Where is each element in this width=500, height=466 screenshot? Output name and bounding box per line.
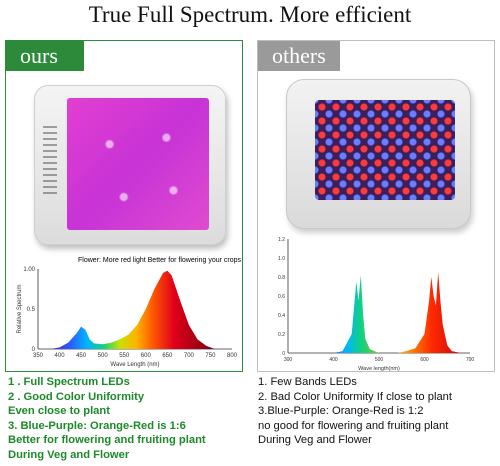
ours-chart-title: Flower: More red light Better for flower… (78, 257, 242, 264)
lamp-vent (43, 126, 57, 196)
others-panel: others 300 400 500 600 700 0 0.2 0.4 0.6 0.8 1.0 1.… (257, 40, 495, 372)
x-tick-label: 800 (227, 353, 238, 359)
spectrum-area (50, 270, 215, 349)
y-tick-label: 1.00 (23, 267, 35, 273)
page-headline: True Full Spectrum. More efficient (88, 2, 412, 27)
ours-spectrum-svg: Flower: More red light Better for flower… (17, 257, 242, 368)
others-feature-line: no good for flowering and fruiting plant (258, 419, 449, 432)
ours-panel: ours Flower: More red light Better fo (5, 40, 243, 372)
x-tick-label: 700 (466, 357, 475, 363)
x-tick-label: 750 (205, 353, 216, 359)
ours-feature-line: 1 . Full Spectrum LEDs (8, 376, 130, 388)
x-tick-label: 550 (119, 353, 130, 359)
y-tick-label: 1.2 (278, 237, 285, 243)
y-tick-label: 0.2 (278, 332, 285, 338)
ours-feature-line: Better for flowering and fruiting plant (8, 434, 206, 446)
y-tick-label: 0.8 (278, 275, 285, 281)
others-spectrum-chart: 300 400 500 600 700 0 0.2 0.4 0.6 0.8 1.0 1.2 Wave l… (258, 229, 496, 371)
y-tick-label: 1.0 (278, 256, 285, 262)
others-feature-line: 1. Few Bands LEDs (258, 376, 357, 388)
others-spectrum-svg: 300 400 500 600 700 0 0.2 0.4 0.6 0.8 1.0 1.2 Wave l… (278, 237, 475, 371)
y-tick-label: 0 (32, 347, 36, 353)
ours-feature-list: 1 . Full Spectrum LEDs 2 . Good Color Uni… (8, 375, 253, 462)
y-tick-label: 0.6 (278, 294, 285, 300)
ours-spectrum-chart: Flower: More red light Better for flower… (6, 253, 244, 371)
ours-feature-line: Even close to plant (8, 405, 110, 417)
x-tick-label: 350 (33, 353, 44, 359)
others-tab-label: others (258, 41, 340, 71)
ours-feature-line: 3. Blue-Purple: Orange-Red is 1:6 (8, 419, 186, 432)
spectrum-area (315, 272, 470, 353)
x-tick-label: 450 (76, 353, 87, 359)
x-tick-label: 600 (420, 357, 429, 363)
y-axis-label: Relative Spectrum (17, 284, 23, 333)
x-tick-label: 500 (375, 357, 384, 363)
x-tick-label: 600 (141, 353, 152, 359)
x-tick-label: 400 (329, 357, 338, 363)
lamp-led-face (67, 98, 209, 230)
x-axis-label: Wave Length (nm) (110, 362, 159, 368)
others-feature-list: 1. Few Bands LEDs 2. Bad Color Uniformity… (258, 375, 500, 448)
y-tick-label: 0.4 (278, 313, 285, 319)
x-tick-label: 500 (98, 353, 109, 359)
x-tick-label: 300 (284, 357, 293, 363)
others-led-lamp-image (286, 79, 471, 229)
ours-feature-line: During Veg and Flower (8, 448, 130, 461)
ours-feature-line: 2 . Good Color Uniformity (8, 390, 145, 403)
x-axis-label: Wave length(nm) (358, 366, 400, 371)
x-tick-label: 400 (55, 353, 66, 359)
x-tick-label: 700 (184, 353, 195, 359)
lamp-led-face (315, 100, 455, 200)
y-tick-label: 0 (282, 351, 285, 357)
ours-tab-label: ours (6, 41, 84, 71)
x-tick-label: 650 (162, 353, 173, 359)
others-feature-line: 2. Bad Color Uniformity If close to plan… (258, 390, 453, 403)
others-feature-line: During Veg and Flower (258, 434, 372, 446)
others-feature-line: 3.Blue-Purple: Orange-Red is 1:2 (258, 405, 424, 417)
ours-led-lamp-image (34, 85, 226, 245)
y-tick-label: 0.5 (27, 307, 36, 313)
